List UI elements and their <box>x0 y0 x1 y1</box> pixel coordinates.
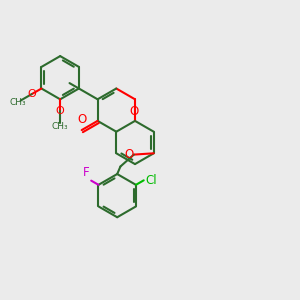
Text: CH₃: CH₃ <box>9 98 26 107</box>
Text: O: O <box>124 148 133 161</box>
Text: O: O <box>27 89 36 99</box>
Text: CH₃: CH₃ <box>52 122 68 131</box>
Text: Cl: Cl <box>145 174 157 187</box>
Text: F: F <box>83 166 90 179</box>
Text: O: O <box>129 105 138 118</box>
Text: O: O <box>56 106 64 116</box>
Text: O: O <box>77 113 86 127</box>
